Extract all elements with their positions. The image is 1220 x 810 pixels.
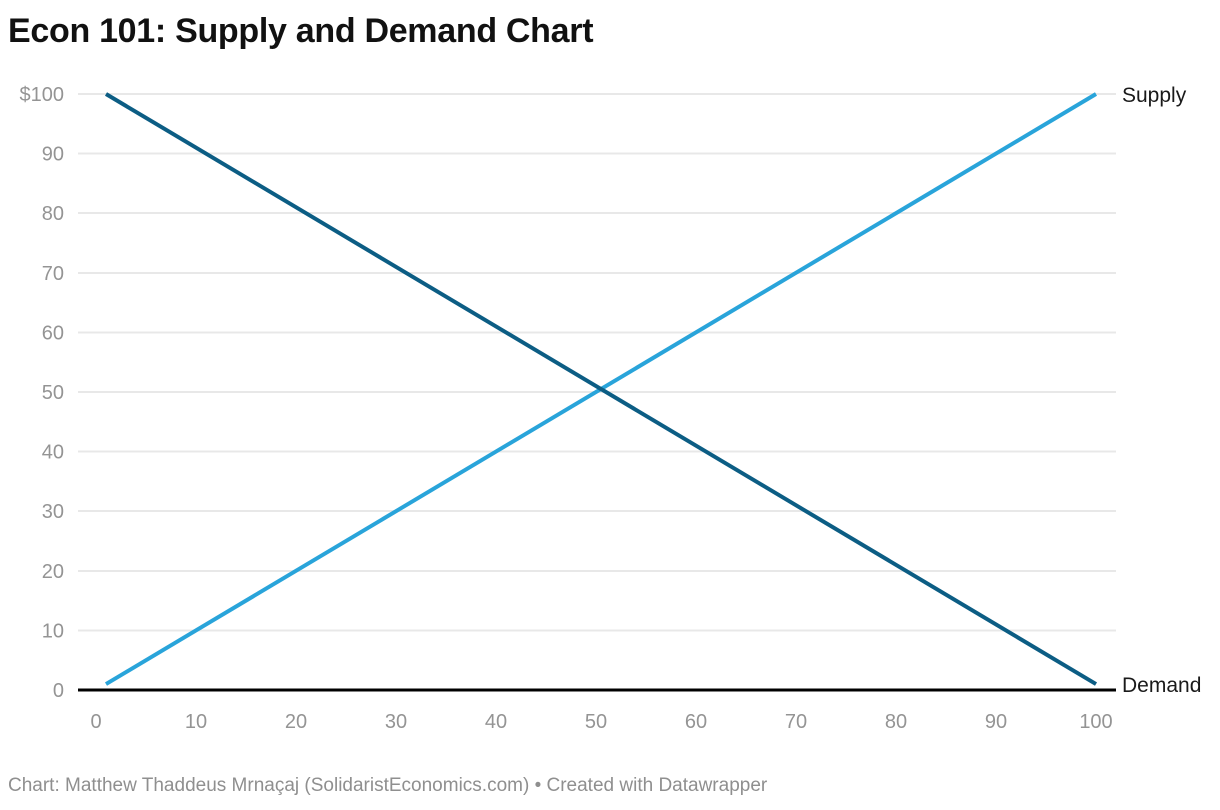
x-tick-label-70: 70 [785,711,807,733]
y-tick-label-20: 20 [42,561,64,583]
y-tick-label-70: 70 [42,263,64,285]
x-tick-label-20: 20 [285,711,307,733]
supply-label: Supply [1122,84,1187,107]
demand-label: Demand [1122,674,1201,697]
y-tick-label-30: 30 [42,501,64,523]
x-tick-label-40: 40 [485,711,507,733]
y-tick-label-0: 0 [53,680,64,702]
x-tick-label-10: 10 [185,711,207,733]
y-tick-label-40: 40 [42,442,64,464]
y-tick-label-90: 90 [42,144,64,166]
y-tick-label-10: 10 [42,620,64,642]
y-tick-label-60: 60 [42,322,64,344]
y-tick-label-100: $100 [20,84,65,106]
x-tick-label-60: 60 [685,711,707,733]
x-tick-label-50: 50 [585,711,607,733]
x-tick-label-90: 90 [985,711,1007,733]
demand-line [104,92,1098,686]
y-tick-label-80: 80 [42,203,64,225]
attribution-text: Chart: Matthew Thaddeus Mrnaçaj (Solidar… [8,775,768,796]
y-tick-label-50: 50 [42,382,64,404]
x-tick-label-30: 30 [385,711,407,733]
x-tick-label-0: 0 [90,711,101,733]
x-tick-label-80: 80 [885,711,907,733]
chart-title: Econ 101: Supply and Demand Chart [8,12,594,50]
x-tick-label-100: 100 [1079,711,1112,733]
